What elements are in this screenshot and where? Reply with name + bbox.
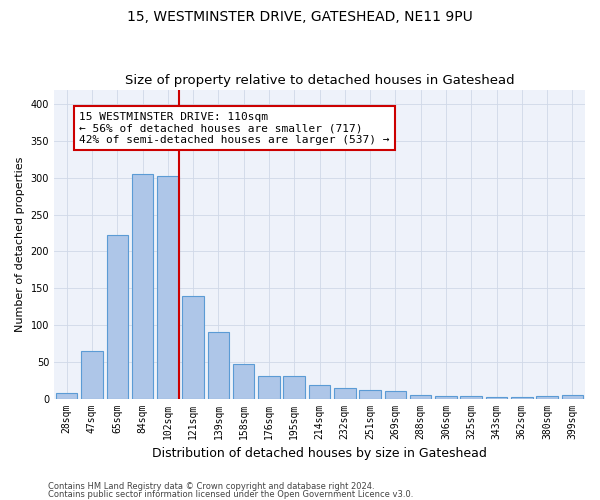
Bar <box>258 376 280 398</box>
Bar <box>157 176 179 398</box>
Bar <box>182 296 204 399</box>
Bar <box>107 235 128 398</box>
Text: 15 WESTMINSTER DRIVE: 110sqm
← 56% of detached houses are smaller (717)
42% of s: 15 WESTMINSTER DRIVE: 110sqm ← 56% of de… <box>79 112 390 145</box>
Bar <box>562 395 583 398</box>
Title: Size of property relative to detached houses in Gateshead: Size of property relative to detached ho… <box>125 74 514 87</box>
Bar <box>385 391 406 398</box>
Bar <box>81 350 103 399</box>
Bar <box>56 392 77 398</box>
Y-axis label: Number of detached properties: Number of detached properties <box>15 156 25 332</box>
Bar <box>511 397 533 398</box>
Text: Contains public sector information licensed under the Open Government Licence v3: Contains public sector information licen… <box>48 490 413 499</box>
Bar <box>460 396 482 398</box>
Bar <box>309 384 330 398</box>
Bar <box>435 396 457 398</box>
Bar <box>233 364 254 398</box>
Bar <box>283 376 305 398</box>
Bar <box>410 395 431 398</box>
Bar <box>486 397 507 398</box>
Text: Contains HM Land Registry data © Crown copyright and database right 2024.: Contains HM Land Registry data © Crown c… <box>48 482 374 491</box>
Bar <box>132 174 153 398</box>
Bar <box>208 332 229 398</box>
Bar <box>536 396 558 398</box>
Bar <box>359 390 381 398</box>
X-axis label: Distribution of detached houses by size in Gateshead: Distribution of detached houses by size … <box>152 447 487 460</box>
Text: 15, WESTMINSTER DRIVE, GATESHEAD, NE11 9PU: 15, WESTMINSTER DRIVE, GATESHEAD, NE11 9… <box>127 10 473 24</box>
Bar <box>334 388 356 398</box>
